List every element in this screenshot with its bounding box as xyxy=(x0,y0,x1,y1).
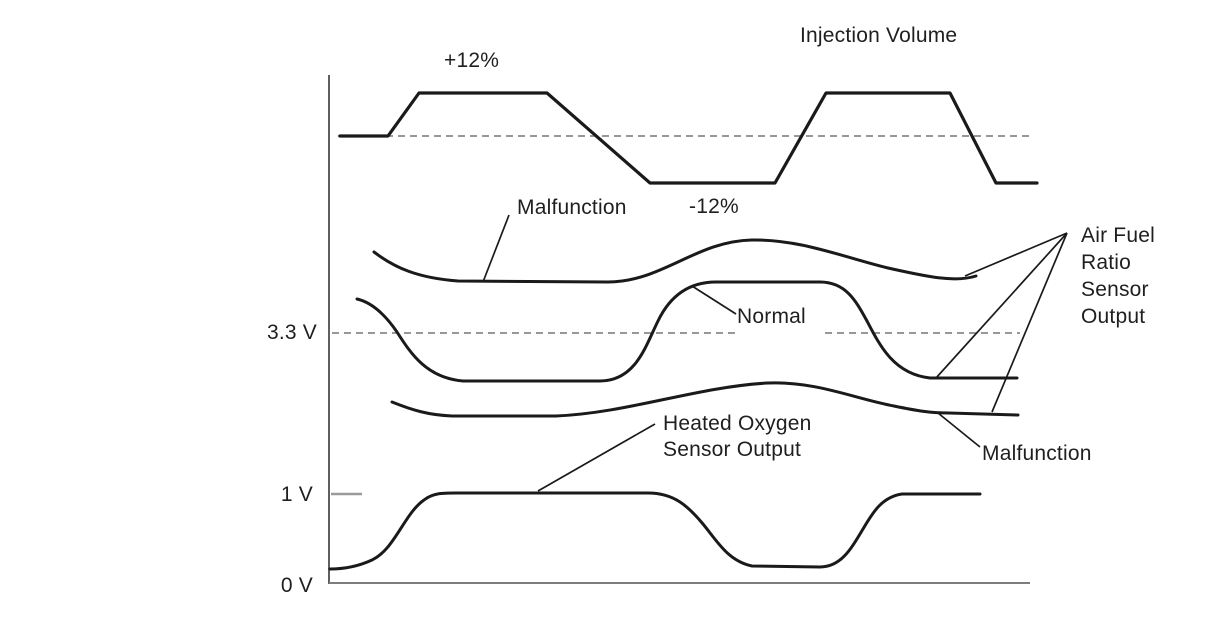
voltage-3-3-label: 3.3 V xyxy=(266,321,317,344)
heated-oxygen-leader-line xyxy=(537,423,656,492)
afr-malfunction-upper-curve xyxy=(372,238,978,284)
air-fuel-leader-line-middle xyxy=(935,232,1068,379)
afr-normal-curve xyxy=(355,280,1019,383)
normal-leader-line xyxy=(691,285,737,315)
malfunction-lower-leader-line xyxy=(937,412,981,448)
voltage-0-label: 0 V xyxy=(280,574,313,597)
malfunction-lower-label: Malfunction xyxy=(982,442,1092,465)
heated-oxygen-sensor-curve xyxy=(328,491,982,571)
malfunction-upper-leader-line xyxy=(482,214,510,283)
injection-volume-waveform xyxy=(338,91,1039,185)
heated-oxygen-sensor-output-label: Heated Oxygen Sensor Output xyxy=(663,412,812,461)
injection-volume-label: Injection Volume xyxy=(800,24,958,47)
minus-12-percent-label: -12% xyxy=(689,195,739,218)
air-fuel-leader-line-lower xyxy=(991,232,1068,413)
normal-label: Normal xyxy=(737,305,806,328)
voltage-1-label: 1 V xyxy=(280,483,313,506)
plus-12-percent-label: +12% xyxy=(444,49,500,72)
afr-malfunction-lower-curve xyxy=(390,381,1020,418)
malfunction-upper-label: Malfunction xyxy=(517,196,627,219)
air-fuel-ratio-sensor-output-label: Air Fuel Ratio Sensor Output xyxy=(1081,224,1155,328)
air-fuel-leader-line-upper xyxy=(964,232,1068,277)
